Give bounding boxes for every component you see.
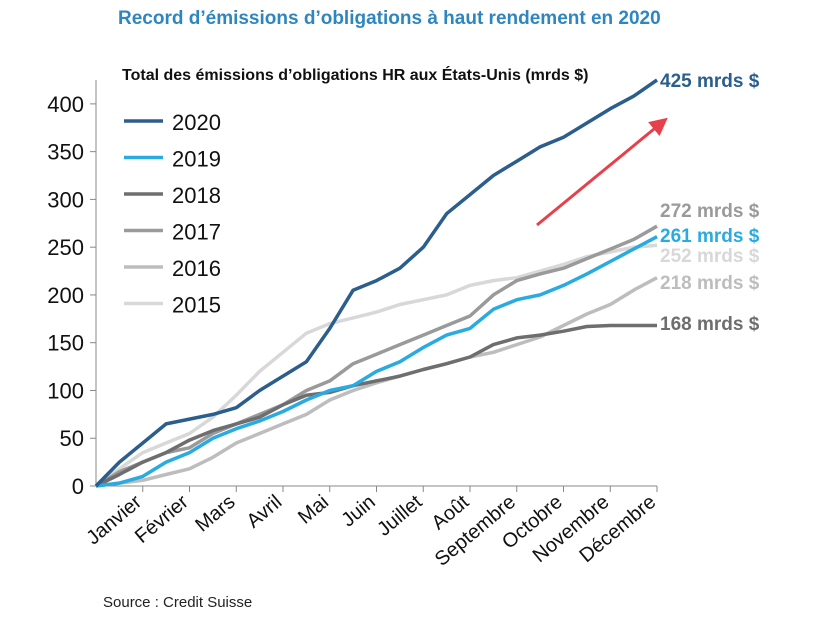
y-tick-label: 200 bbox=[47, 283, 84, 308]
legend-label-2017: 2017 bbox=[172, 220, 221, 245]
series-line-2016 bbox=[95, 276, 658, 488]
source-note: Source : Credit Suisse bbox=[103, 594, 253, 611]
trend-arrow bbox=[536, 117, 668, 227]
series-line-2019 bbox=[95, 235, 658, 488]
x-tick-label: Mars bbox=[191, 491, 239, 536]
end-label-2019: 261 mrds $ bbox=[660, 226, 760, 247]
y-tick-label: 150 bbox=[47, 331, 84, 356]
chart-title: Record d’émissions d’obligations à haut … bbox=[118, 8, 661, 29]
y-axis-ticks: 0 50 100 150 200 250 300 350 400 bbox=[47, 92, 96, 499]
end-label-2018: 168 mrds $ bbox=[660, 314, 760, 335]
trend-arrow-line bbox=[536, 117, 668, 227]
x-tick-label: Février bbox=[131, 491, 193, 548]
y-tick-label: 400 bbox=[47, 92, 84, 117]
y-tick-label: 250 bbox=[47, 235, 84, 260]
end-labels: 252 mrds $ 218 mrds $ 272 mrds $ 168 mrds $… bbox=[660, 71, 760, 335]
chart-subtitle: Total des émissions d’obligations HR aux… bbox=[122, 65, 588, 84]
series-line-2017 bbox=[95, 224, 658, 488]
legend-label-2018: 2018 bbox=[172, 183, 221, 208]
y-tick-label: 0 bbox=[72, 474, 84, 499]
legend-label-2015: 2015 bbox=[172, 293, 221, 318]
legend-label-2016: 2016 bbox=[172, 256, 221, 281]
series-line-2018 bbox=[95, 323, 657, 488]
y-tick-label: 100 bbox=[47, 378, 84, 403]
end-label-2015: 252 mrds $ bbox=[660, 246, 760, 267]
x-tick-label: Janvier bbox=[82, 491, 146, 550]
series-line-2020 bbox=[94, 78, 658, 488]
end-label-2017: 272 mrds $ bbox=[660, 201, 760, 222]
series-line-2015 bbox=[94, 243, 658, 488]
x-tick-label: Juillet bbox=[373, 491, 427, 541]
end-label-2020: 425 mrds $ bbox=[660, 71, 760, 92]
y-tick-label: 300 bbox=[47, 187, 84, 212]
legend: 2020 2019 2018 2017 2016 2015 bbox=[124, 110, 221, 318]
series-lines bbox=[94, 78, 658, 488]
y-tick-label: 50 bbox=[60, 426, 84, 451]
legend-label-2020: 2020 bbox=[172, 110, 221, 135]
x-tick-label: Mai bbox=[294, 491, 333, 529]
axes bbox=[95, 80, 657, 487]
x-tick-label: Avril bbox=[243, 491, 287, 533]
y-tick-label: 350 bbox=[47, 140, 84, 165]
legend-label-2019: 2019 bbox=[172, 147, 221, 172]
end-label-2016: 218 mrds $ bbox=[660, 273, 760, 294]
